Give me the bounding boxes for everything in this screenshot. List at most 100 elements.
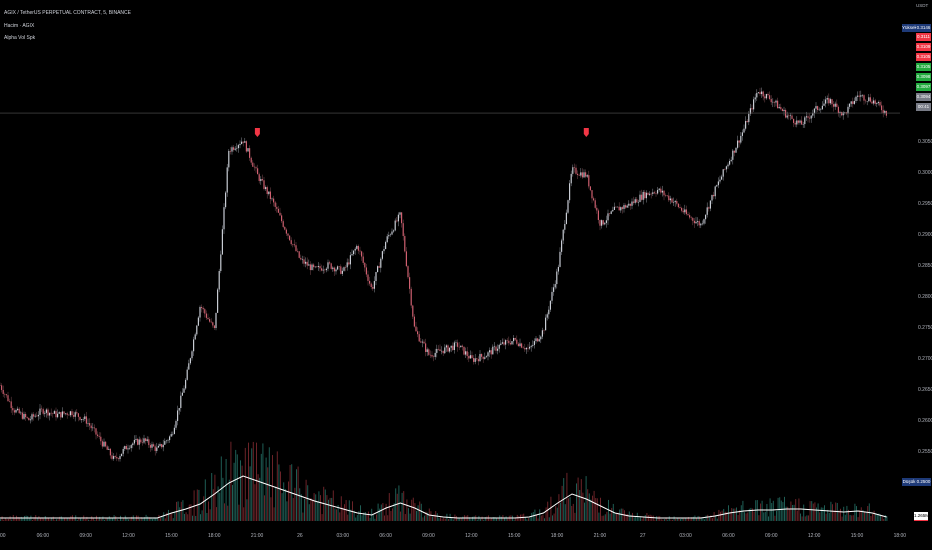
candle-body: [292, 244, 294, 245]
candle-body: [401, 212, 403, 224]
candle-body: [21, 412, 23, 419]
volume-bar: [401, 492, 403, 521]
volume-bar: [750, 507, 752, 521]
candle-body: [306, 261, 308, 266]
volume-bar: [216, 507, 217, 521]
volume-bar: [172, 518, 174, 521]
volume-bar: [144, 517, 145, 521]
volume-bar: [598, 512, 600, 521]
candle-body: [201, 306, 203, 309]
candle-body: [31, 414, 33, 420]
candle-body: [460, 345, 462, 348]
volume-bar: [609, 513, 611, 521]
candle-body: [777, 100, 779, 109]
x-tick-label: 09:00: [79, 533, 92, 539]
candle-body: [137, 438, 139, 445]
candle-body: [532, 345, 534, 346]
volume-bar: [540, 515, 542, 521]
volume-bar: [313, 493, 315, 521]
alpha-indicator-label[interactable]: Alpha Vol Spk: [4, 35, 36, 41]
volume-indicator-label[interactable]: Hacim · AGIX: [4, 23, 35, 29]
volume-bar: [94, 519, 96, 521]
volume-bar: [414, 503, 416, 521]
candle-body: [719, 179, 721, 182]
candle-body: [423, 341, 425, 344]
candle-body: [762, 91, 764, 97]
candle-body: [828, 97, 830, 104]
candle-body: [167, 440, 169, 441]
candle-body: [655, 193, 657, 194]
candle-body: [479, 354, 481, 362]
volume-bar: [308, 504, 310, 521]
volume-bar: [723, 508, 725, 521]
candle-body: [279, 212, 281, 216]
volume-bar: [379, 508, 381, 521]
volume-bar: [580, 479, 582, 521]
candle-body: [546, 314, 548, 318]
candle-body: [796, 120, 798, 125]
candle-body: [314, 266, 316, 268]
low-label: Düşük: [902, 478, 916, 486]
candle-body: [817, 106, 819, 111]
candle-body: [841, 112, 843, 116]
volume-bar: [384, 515, 385, 521]
candle-body: [469, 355, 471, 359]
candle-body: [444, 347, 446, 354]
volume-bar: [548, 517, 550, 521]
y-tick-label: 0.2700: [918, 356, 932, 362]
candle-body: [565, 212, 567, 224]
candle-body: [517, 343, 519, 347]
candle-body: [556, 271, 558, 285]
candle-body: [818, 109, 820, 111]
volume-bar: [587, 489, 589, 521]
candle-body: [821, 105, 823, 110]
x-tick-label: 06:00: [37, 533, 50, 539]
volume-bar: [128, 519, 129, 521]
candle-body: [663, 190, 665, 196]
candle-body: [641, 194, 643, 200]
candle-body: [57, 413, 59, 418]
candle-body: [9, 401, 11, 402]
candle-body: [589, 186, 591, 191]
candle-body: [393, 230, 395, 232]
candle-body: [199, 306, 201, 318]
candle-body: [335, 269, 337, 272]
candle-body: [50, 412, 52, 414]
x-tick-label: 09:00: [765, 533, 778, 539]
candle-body: [804, 117, 806, 125]
volume-bar: [270, 497, 272, 521]
x-tick-label: 09:00: [422, 533, 435, 539]
candle-body: [143, 438, 145, 443]
volume-bar: [545, 507, 547, 521]
candle-body: [343, 267, 345, 271]
candle-body: [407, 266, 409, 278]
volume-bar: [243, 507, 245, 521]
volume-bar: [668, 516, 670, 521]
volume-bar: [44, 516, 46, 521]
candle-body: [87, 423, 89, 424]
volume-bar: [500, 516, 502, 521]
candle-body: [690, 217, 692, 218]
volume-bar: [782, 502, 784, 521]
volume-bar: [561, 485, 563, 521]
volume-bar: [22, 517, 24, 521]
volume-bar: [468, 517, 470, 521]
volume-bar: [294, 487, 296, 521]
candle-body: [481, 354, 483, 357]
candle-body: [722, 169, 724, 177]
volume-bar: [518, 515, 520, 521]
volume-bar: [81, 519, 83, 521]
volume-bar: [812, 503, 814, 521]
volume-bar: [472, 516, 473, 521]
volume-bar: [46, 517, 48, 521]
candle-body: [717, 181, 719, 186]
volume-bar: [766, 503, 768, 521]
candle-body: [604, 222, 606, 225]
volume-bar: [142, 518, 144, 521]
volume-bar: [441, 518, 443, 521]
candle-body: [82, 418, 84, 420]
volume-bar: [843, 506, 845, 521]
candle-body: [53, 411, 55, 414]
volume-ma-line: [0, 475, 887, 519]
